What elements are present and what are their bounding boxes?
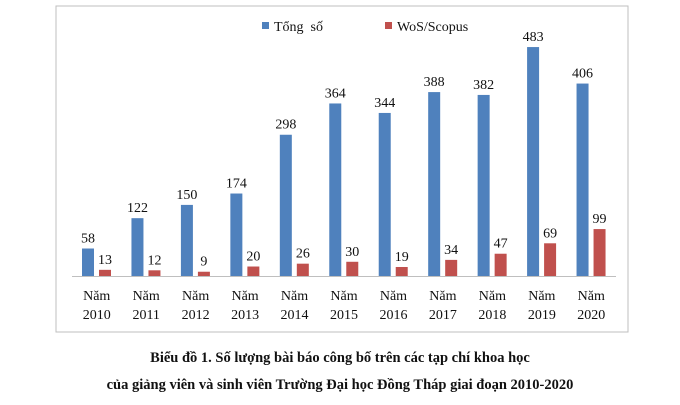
x-tick-label-1-0: Năm [133,289,160,304]
bar-s1-9 [544,243,557,276]
data-label-s0-3: 174 [226,177,247,192]
data-label-s1-4: 26 [296,247,310,262]
data-label-s0-6: 344 [374,96,395,111]
caption-line-2: của giảng viên và sinh viên Trường Đại h… [106,377,574,393]
bar-s0-4 [279,134,292,276]
x-tick-label-9-1: 2019 [528,308,556,323]
x-tick-label-3-0: Năm [231,289,258,304]
x-tick-label-10-1: 2020 [577,308,605,323]
data-label-s0-4: 298 [275,118,296,133]
bar-s0-3 [230,193,243,276]
data-label-s0-7: 388 [424,75,445,90]
bar-s1-2 [197,271,210,276]
data-label-s0-1: 122 [127,201,148,216]
bar-s0-9 [527,47,540,276]
data-label-s1-2: 9 [200,255,207,270]
legend: Tổng số WoS/Scopus [262,20,468,35]
bar-s1-1 [148,270,161,276]
bar-s0-2 [180,204,193,276]
data-label-s0-9: 483 [523,30,544,45]
x-tick-label-6-1: 2016 [379,308,407,323]
x-tick-label-10-0: Năm [578,289,605,304]
legend-label-0: Tổng số [274,20,323,35]
x-tick-label-5-0: Năm [330,289,357,304]
data-label-s0-10: 406 [572,67,593,82]
bars [82,47,606,277]
x-tick-label-0-0: Năm [83,289,110,304]
x-tick-label-6-0: Năm [380,289,407,304]
bar-s0-8 [477,94,490,276]
data-label-s0-8: 382 [473,78,494,93]
bar-s1-0 [99,269,111,276]
x-tick-label-7-1: 2017 [429,308,457,323]
data-label-s0-2: 150 [176,188,197,203]
data-label-s1-10: 99 [593,212,607,227]
data-label-s1-8: 47 [494,237,508,252]
x-tick-label-7-0: Năm [429,289,456,304]
bar-s0-7 [428,92,441,276]
data-label-s1-3: 20 [246,250,260,265]
bar-s0-10 [576,83,589,276]
bar-s0-5 [329,103,342,277]
x-tick-label-4-1: 2014 [281,308,309,323]
x-tick-label-1-1: 2011 [132,308,159,323]
caption-line-1: Biểu đồ 1. Số lượng bài báo công bố trên… [150,350,530,366]
bar-s1-8 [494,253,507,276]
x-tick-label-4-0: Năm [281,289,308,304]
bar-s1-6 [395,266,408,276]
data-label-s0-0: 58 [81,232,95,247]
bar-s1-5 [346,261,359,276]
chart-frame [55,5,629,333]
x-tick-label-2-0: Năm [182,289,209,304]
data-label-s1-9: 69 [543,226,557,241]
legend-label-1: WoS/Scopus [397,20,468,35]
x-tick-label-0-1: 2010 [83,308,111,323]
data-label-s0-5: 364 [325,86,346,101]
bar-s1-4 [296,263,309,276]
data-label-s1-1: 12 [147,253,161,268]
legend-swatch-0 [262,22,269,29]
x-tick-label-5-1: 2015 [330,308,358,323]
data-label-s1-5: 30 [345,245,359,260]
data-label-s1-0: 13 [98,253,112,268]
x-tick-label-8-1: 2018 [478,308,506,323]
bar-s0-0 [82,248,94,276]
bar-s1-7 [445,259,458,276]
bar-s1-3 [247,266,260,276]
legend-swatch-1 [385,22,392,29]
bar-s0-1 [131,218,144,276]
x-tick-label-9-0: Năm [528,289,555,304]
x-tick-label-3-1: 2013 [231,308,259,323]
x-tick-labels: Năm 2010 Năm 2011 Năm 2012 Năm 2013 Năm 2014 Năm 20… [83,289,606,323]
x-tick-label-2-1: 2012 [182,308,210,323]
data-label-s1-7: 34 [444,243,458,258]
bar-s0-6 [378,112,391,276]
x-tick-label-8-0: Năm [479,289,506,304]
bar-s1-10 [593,229,606,276]
data-label-s1-6: 19 [395,250,409,265]
